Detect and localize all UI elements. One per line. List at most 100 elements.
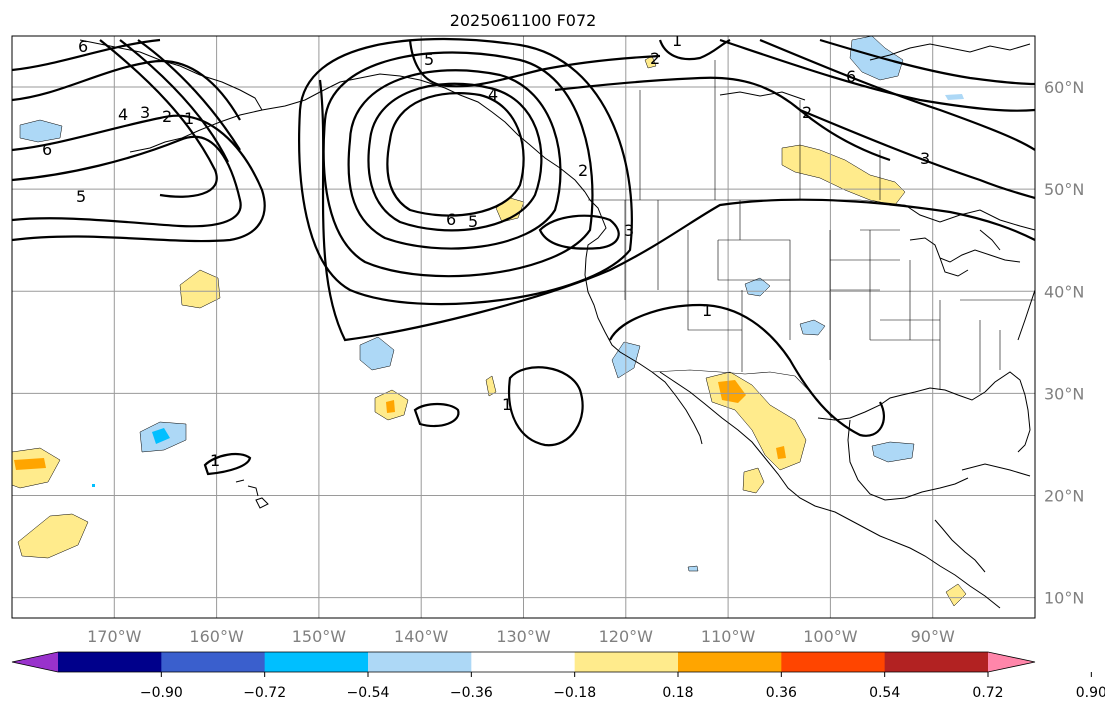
lat-tick-label: 40°N (1044, 282, 1084, 301)
contour-line (719, 38, 1035, 112)
contour-line (298, 37, 633, 306)
contour-layer (12, 37, 1035, 476)
shade-pos-weak (17, 513, 89, 559)
contour-line (554, 76, 891, 162)
map-title: 2025061100 F072 (450, 11, 597, 30)
coastline-east-coast (1017, 289, 1035, 341)
contour-line (99, 39, 218, 198)
shade-pos-moderate (14, 458, 46, 470)
colorbar-segment (368, 652, 472, 672)
contour-label: 5 (76, 187, 86, 206)
contour-line (538, 214, 620, 250)
colorbar-segment (471, 652, 576, 672)
contour-label: 2 (162, 107, 172, 126)
latitude-labels: 60°N 50°N 40°N 30°N 20°N 10°N (1044, 78, 1084, 608)
contour-line (413, 402, 460, 428)
colorbar-tick-label: −0.72 (243, 685, 286, 701)
coastline-cuba (961, 463, 1031, 477)
contour-label: 6 (42, 140, 52, 159)
coastline-baja (651, 371, 1001, 609)
colorbar-labels: −0.90 −0.72 −0.54 −0.36 −0.18 0.18 0.36 0.54 0.7… (140, 672, 1105, 701)
colorbar-tick-label: −0.90 (140, 685, 183, 701)
colorbar-segment (574, 652, 679, 672)
shade-neg-moderate (92, 484, 95, 487)
contour-line (386, 92, 525, 217)
contour-label: 2 (650, 49, 660, 68)
coastline-us-west (584, 257, 653, 373)
lon-tick-label: 130°W (496, 627, 551, 646)
contour-line (119, 39, 229, 163)
colorbar-segment (781, 652, 886, 672)
coastline-gulf-mexico (817, 387, 986, 501)
colorbar-extend-high (988, 652, 1035, 672)
contour-line (322, 51, 594, 278)
contour-line (12, 59, 241, 121)
shade-neg-weak (871, 441, 915, 463)
shade-pos-moderate (386, 400, 395, 413)
contour-label: 6 (846, 67, 856, 86)
colorbar-tick-label: −0.18 (553, 685, 596, 701)
colorbar-segment (884, 652, 989, 672)
shade-pos-weak (179, 269, 221, 309)
contour-label: 3 (140, 103, 150, 122)
colorbar-tick-label: −0.36 (450, 685, 493, 701)
coastline-layer (79, 39, 1035, 609)
lon-tick-label: 90°W (911, 627, 955, 646)
colorbar-tick-label: 0.54 (869, 685, 900, 701)
colorbar-tick-label: 0.72 (972, 685, 1003, 701)
contour-label: 5 (468, 212, 478, 231)
lon-tick-label: 110°W (701, 627, 756, 646)
shade-pos-weak (485, 375, 497, 397)
coastline-great-lakes (909, 229, 1021, 277)
contour-line (137, 39, 241, 151)
coastline-canada-east (904, 204, 1035, 231)
colorbar-tick-label: −0.54 (347, 685, 390, 701)
lat-tick-label: 50°N (1044, 180, 1084, 199)
contour-line (408, 39, 661, 88)
lat-tick-label: 60°N (1044, 78, 1084, 97)
lat-tick-label: 30°N (1044, 384, 1084, 403)
lon-tick-label: 120°W (599, 627, 654, 646)
contour-line (819, 38, 1035, 86)
contour-line (318, 79, 1035, 342)
contour-label: 2 (802, 103, 812, 122)
contour-line (609, 303, 886, 437)
shade-neg-weak (945, 94, 964, 100)
coastline-hudson (719, 43, 1031, 101)
lat-tick-label: 20°N (1044, 486, 1084, 505)
shade-neg-weak (687, 565, 699, 572)
contour-label-layer: 6 4 3 2 1 6 5 5 4 6 5 2 3 1 1 1 6 3 2 2 … (42, 31, 930, 470)
shade-neg-weak (19, 119, 63, 143)
lat-tick-label: 10°N (1044, 589, 1084, 608)
lon-tick-label: 140°W (394, 627, 449, 646)
shade-pos-moderate (718, 380, 746, 403)
contour-line (507, 366, 584, 447)
contour-line (367, 82, 543, 232)
shade-pos-weak (781, 144, 906, 206)
lon-tick-label: 170°W (87, 627, 142, 646)
shade-neg-moderate (152, 428, 170, 444)
lon-tick-label: 150°W (292, 627, 347, 646)
contour-label: 1 (672, 31, 682, 50)
contour-line (12, 114, 266, 243)
colorbar-segment (264, 652, 369, 672)
contour-line (759, 38, 1035, 151)
shade-pos-weak (742, 467, 765, 494)
colorbar (11, 651, 1036, 673)
contour-line (12, 135, 242, 228)
lon-tick-label: 100°W (803, 627, 858, 646)
contour-label: 4 (118, 105, 128, 124)
contour-label: 5 (424, 50, 434, 69)
coastline-central-america (934, 519, 986, 573)
map-border (11, 35, 1036, 619)
shade-neg-weak (799, 319, 826, 336)
longitude-labels: 170°W 160°W 150°W 140°W 130°W 120°W 110°W 100°W… (87, 627, 955, 646)
graticule (12, 36, 1035, 618)
shade-neg-weak (359, 336, 395, 371)
colorbar-tick-label: 0.90 (1076, 685, 1105, 701)
contour-label: 1 (702, 301, 712, 320)
contour-label: 3 (624, 221, 634, 240)
contour-label: 1 (210, 451, 220, 470)
